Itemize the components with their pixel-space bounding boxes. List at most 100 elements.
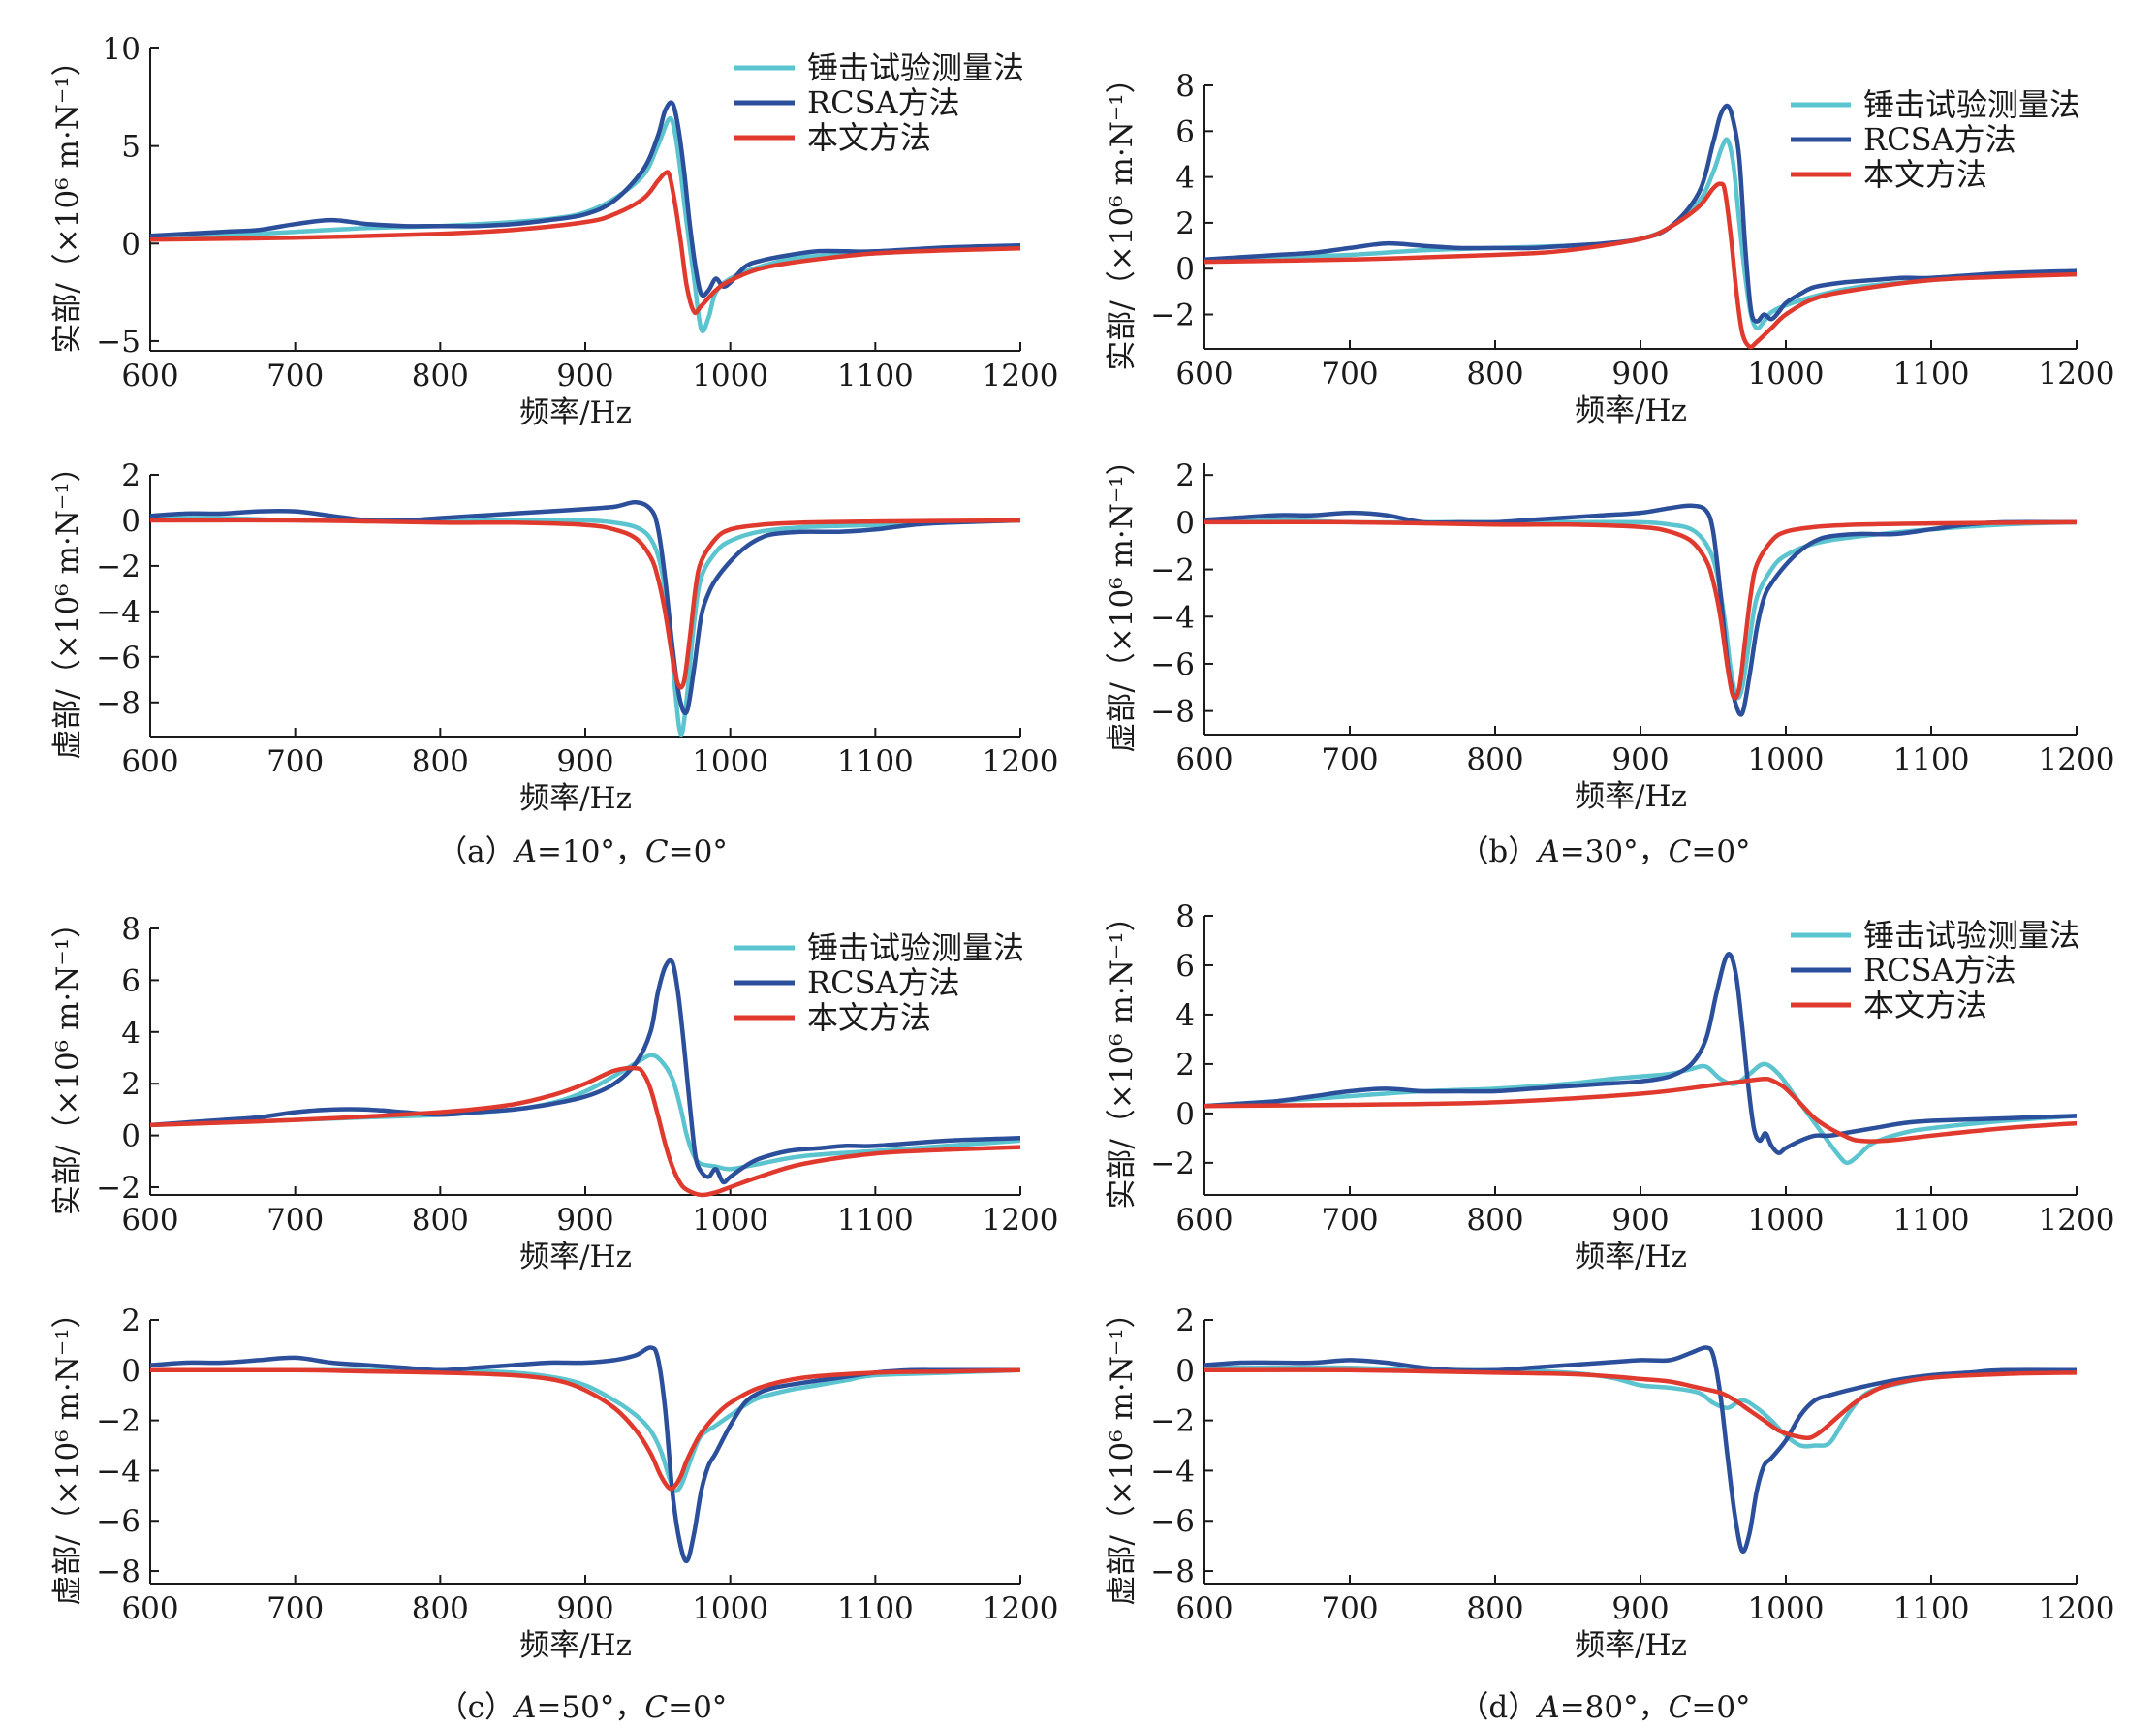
caption-b: （b）A=30°，C=0° [1458, 834, 1750, 869]
x-tick-label: 700 [1321, 1203, 1378, 1238]
y-tick-label: −2 [96, 1404, 141, 1439]
y-tick-label: 6 [1175, 114, 1195, 149]
series-line-rcsa [1204, 952, 2077, 1155]
x-tick-label: 1200 [2039, 742, 2115, 777]
series-line-rcsa [1204, 503, 2077, 717]
series-group [150, 1345, 1020, 1563]
y-tick-label: −8 [96, 1555, 141, 1589]
y-axis-label: 虚部/（×10⁶ m·N⁻¹） [1105, 445, 1140, 752]
x-tick-label: 1200 [2039, 357, 2115, 392]
chart-a-real: 600 700 800 900 1000 1100 1200 −5 0 5 10 频率/Hz 实部/（×… [50, 32, 1058, 430]
legend-label-hammer: 锤击试验测量法 [807, 929, 1024, 966]
y-axis-label: 虚部/（×10⁶ m·N⁻¹） [1105, 1298, 1140, 1605]
x-tick-label: 800 [412, 744, 469, 779]
series-line-proposed [1204, 1076, 2077, 1144]
x-tick-label: 600 [121, 359, 178, 393]
legend-label-rcsa: RCSA方法 [1863, 952, 2016, 989]
x-tick-label: 1000 [692, 1591, 768, 1626]
y-tick-label: −4 [96, 1454, 141, 1489]
y-tick-label: 0 [1175, 252, 1195, 287]
series-line-rcsa [150, 499, 1020, 715]
y-tick-label: 5 [121, 130, 141, 165]
y-axis-label: 虚部/（×10⁶ m·N⁻¹） [50, 1298, 85, 1605]
series-line-proposed [150, 1065, 1020, 1198]
x-tick-label: 1100 [1893, 357, 1970, 392]
series-line-rcsa [1204, 1345, 2077, 1555]
x-tick-label: 600 [121, 1591, 178, 1626]
chart-a-imag: 600 700 800 900 1000 1100 1200 −8 −6 −4 −2 0 2 频率/Hz 虚… [50, 452, 1058, 816]
x-tick-label: 800 [1466, 1203, 1523, 1238]
series-line-hammer [1204, 517, 2077, 701]
legend-label-proposed: 本文方法 [1863, 987, 1987, 1023]
legend-label-proposed: 本文方法 [807, 119, 931, 156]
x-tick-label: 600 [1175, 742, 1233, 777]
x-axis-label: 频率/Hz [1575, 1240, 1687, 1274]
y-axis-label: 虚部/（×10⁶ m·N⁻¹） [50, 452, 85, 759]
x-tick-label: 700 [266, 359, 324, 393]
x-tick-label: 700 [266, 1591, 324, 1626]
y-axis-label: 实部/（×10⁶ m·N⁻¹） [50, 46, 85, 353]
caption-c: （c）A=50°，C=0° [438, 1690, 728, 1725]
x-axis-label: 频率/Hz [519, 395, 632, 430]
y-tick-label: 8 [1175, 69, 1195, 104]
y-tick-label: −6 [1150, 1504, 1195, 1539]
y-tick-label: −2 [1150, 1147, 1195, 1181]
x-tick-label: 1200 [983, 1203, 1059, 1238]
chart-c-real: 600 700 800 900 1000 1100 1200 −2 0 2 4 6 8 频率/Hz 实部/（… [50, 908, 1058, 1274]
x-tick-label: 600 [1175, 357, 1233, 392]
chart-d-real: 600 700 800 900 1000 1100 1200 −2 0 2 4 6 8 频率/Hz 实部/（… [1105, 899, 2114, 1274]
caption-d: （d）A=80°，C=0° [1458, 1690, 1750, 1725]
x-tick-label: 600 [121, 744, 178, 779]
x-tick-label: 600 [1175, 1591, 1233, 1626]
series-line-proposed [1204, 519, 2077, 701]
series-line-rcsa [150, 958, 1020, 1185]
x-tick-label: 700 [1321, 742, 1378, 777]
x-tick-label: 1100 [837, 1203, 914, 1238]
x-axis-label: 频率/Hz [1575, 393, 1687, 428]
x-tick-label: 1000 [692, 1203, 768, 1238]
y-tick-label: 2 [121, 458, 141, 493]
series-group [1204, 1345, 2077, 1555]
series-group [1204, 503, 2077, 717]
y-tick-label: −6 [96, 641, 141, 675]
y-tick-label: 0 [121, 1354, 141, 1389]
series-group [150, 958, 1020, 1198]
y-tick-label: 8 [121, 912, 141, 947]
chart-c-imag: 600 700 800 900 1000 1100 1200 −8 −6 −4 −2 0 2 频率/Hz 虚… [50, 1298, 1058, 1663]
y-tick-label: 0 [1175, 1097, 1195, 1132]
x-tick-label: 700 [1321, 1591, 1378, 1626]
x-tick-label: 1200 [983, 1591, 1059, 1626]
y-tick-label: −2 [96, 1171, 141, 1206]
x-tick-label: 1100 [1893, 1591, 1970, 1626]
legend-label-proposed: 本文方法 [807, 999, 931, 1036]
y-tick-label: 8 [1175, 899, 1195, 934]
legend-label-hammer: 锤击试验测量法 [1863, 86, 2080, 123]
x-tick-label: 900 [1611, 1203, 1669, 1238]
y-tick-label: 10 [103, 32, 141, 67]
series-line-proposed [1204, 1367, 2077, 1441]
x-tick-label: 1100 [837, 359, 914, 393]
y-tick-label: 0 [121, 227, 141, 262]
x-tick-label: 1200 [983, 744, 1059, 779]
x-axis-label: 频率/Hz [519, 1240, 632, 1274]
y-tick-label: −6 [96, 1504, 141, 1539]
x-tick-label: 1000 [1748, 1203, 1825, 1238]
series-line-hammer [150, 1367, 1020, 1493]
y-tick-label: 2 [1175, 458, 1195, 493]
chart-b-imag: 600 700 800 900 1000 1100 1200 −8 −6 −4 −2 0 2 频率/Hz 虚… [1105, 445, 2114, 814]
x-tick-label: 1000 [1748, 1591, 1825, 1626]
y-tick-label: 2 [121, 1304, 141, 1338]
y-tick-label: −4 [96, 595, 141, 630]
y-tick-label: −4 [1150, 1454, 1195, 1489]
x-tick-label: 900 [556, 1591, 613, 1626]
series-line-proposed [150, 518, 1020, 690]
caption-a: （a）A=10°，C=0° [437, 834, 728, 869]
series-line-proposed [150, 170, 1020, 315]
x-tick-label: 900 [1611, 742, 1669, 777]
y-tick-label: −2 [96, 550, 141, 584]
x-tick-label: 1200 [2039, 1591, 2115, 1626]
